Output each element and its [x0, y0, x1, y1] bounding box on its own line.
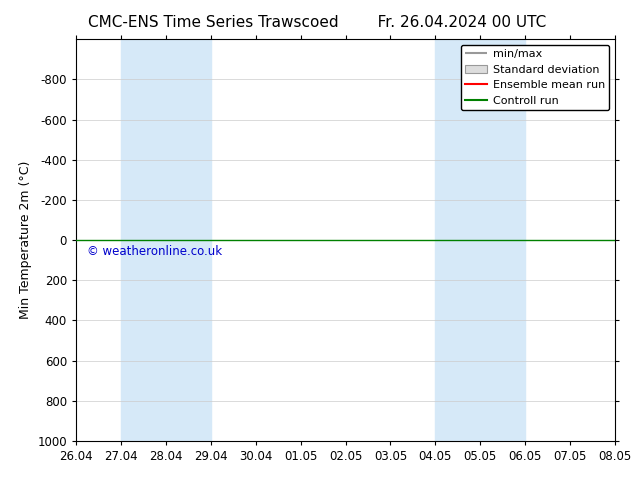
- Legend: min/max, Standard deviation, Ensemble mean run, Controll run: min/max, Standard deviation, Ensemble me…: [460, 45, 609, 110]
- Text: CMC-ENS Time Series Trawscoed        Fr. 26.04.2024 00 UTC: CMC-ENS Time Series Trawscoed Fr. 26.04.…: [88, 15, 546, 30]
- Bar: [121, 39, 210, 441]
- Y-axis label: Min Temperature 2m (°C): Min Temperature 2m (°C): [19, 161, 32, 319]
- Bar: [436, 39, 525, 441]
- Text: © weatheronline.co.uk: © weatheronline.co.uk: [87, 245, 222, 258]
